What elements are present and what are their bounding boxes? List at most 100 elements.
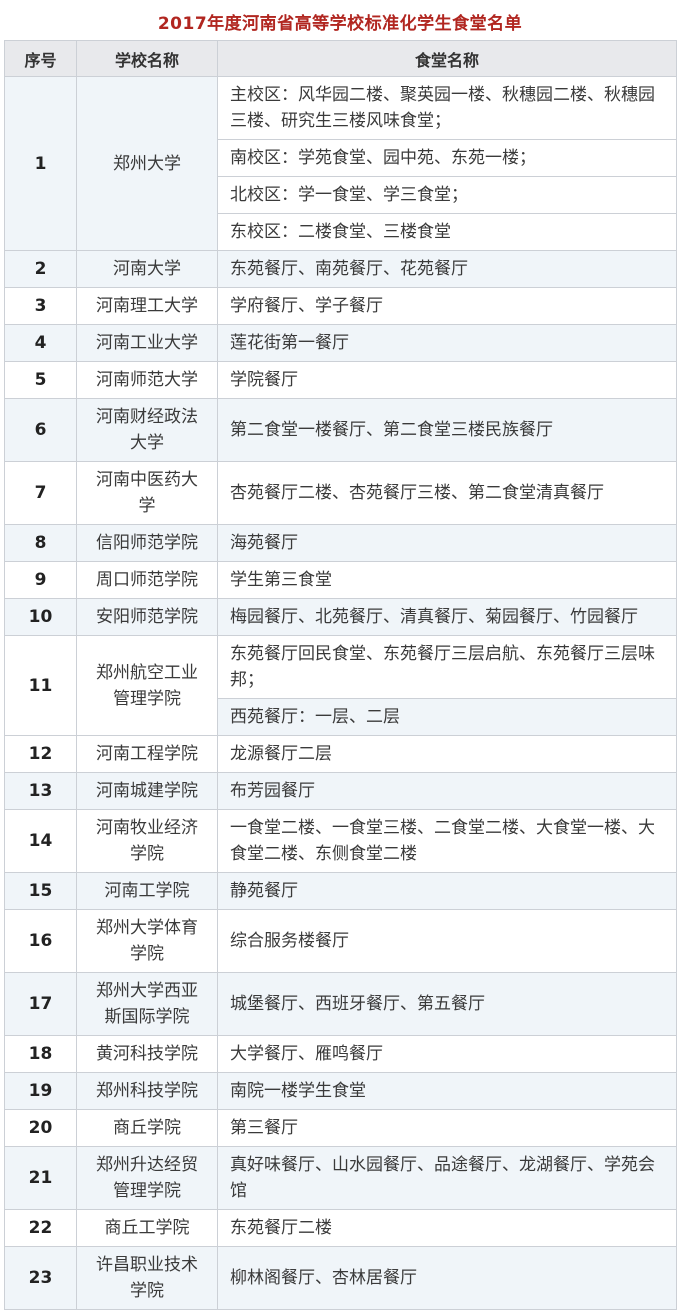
table-row: 16 郑州大学体育学院 综合服务楼餐厅 — [4, 909, 677, 973]
school-name-cell: 郑州大学 — [76, 76, 218, 251]
row-number-cell: 16 — [4, 909, 77, 973]
table-row: 14 河南牧业经济 学院 一食堂二楼、一食堂三楼、二食堂二楼、大食堂一楼、大食堂二楼… — [4, 809, 677, 873]
row-number-cell: 3 — [4, 287, 77, 325]
row-number-cell: 21 — [4, 1146, 77, 1210]
canteen-cell: 东苑餐厅回民食堂、东苑餐厅三层启航、东苑餐厅三层味邦； — [217, 635, 677, 699]
school-name-cell: 郑州科技学院 — [76, 1072, 218, 1110]
canteen-cell: 第二食堂一楼餐厅、第二食堂三楼民族餐厅 — [217, 398, 677, 462]
header-cell-number: 序号 — [4, 40, 77, 77]
canteen-cell: 莲花街第一餐厅 — [217, 324, 677, 362]
canteen-cell: 龙源餐厅二层 — [217, 735, 677, 773]
canteen-cell: 第三餐厅 — [217, 1109, 677, 1147]
row-number-cell: 7 — [4, 461, 77, 525]
row-number-cell: 6 — [4, 398, 77, 462]
canteen-cell: 北校区：学一食堂、学三食堂； — [217, 176, 677, 214]
table-row: 3 河南理工大学 学府餐厅、学子餐厅 — [4, 287, 677, 325]
row-number-cell: 22 — [4, 1209, 77, 1247]
table-row: 22 商丘工学院 东苑餐厅二楼 — [4, 1209, 677, 1247]
canteen-cell: 南校区：学苑食堂、园中苑、东苑一楼； — [217, 139, 677, 177]
table-row: 北校区：学一食堂、学三食堂； — [5, 176, 677, 214]
table-row: 18 黄河科技学院 大学餐厅、雁鸣餐厅 — [4, 1035, 677, 1073]
school-name-cell: 郑州升达经贸管理学院 — [76, 1146, 218, 1210]
table-row: 11 郑州航空工业管理学院 东苑餐厅回民食堂、东苑餐厅三层启航、东苑餐厅三层味邦； — [4, 635, 677, 736]
canteen-cell: 东苑餐厅二楼 — [217, 1209, 677, 1247]
table-row: 1 郑州大学 主校区：风华园二楼、聚英园一楼、秋穗园二楼、秋穗园三楼、研究生三楼风味… — [4, 76, 677, 251]
canteen-cell: 主校区：风华园二楼、聚英园一楼、秋穗园二楼、秋穗园三楼、研究生三楼风味食堂； — [217, 76, 677, 140]
canteen-cell: 学府餐厅、学子餐厅 — [217, 287, 677, 325]
row-number-cell: 12 — [4, 735, 77, 773]
row-number-cell: 2 — [4, 250, 77, 288]
table-row: 4 河南工业大学 莲花街第一餐厅 — [4, 324, 677, 362]
school-name-cell: 河南工程学院 — [76, 735, 218, 773]
school-name-cell: 河南中医药大学 — [76, 461, 218, 525]
table-row: 7 河南中医药大学 杏苑餐厅二楼、杏苑餐厅三楼、第二食堂清真餐厅 — [4, 461, 677, 525]
row-number-cell: 18 — [4, 1035, 77, 1073]
school-name-cell: 信阳师范学院 — [76, 524, 218, 562]
row-number-cell: 9 — [4, 561, 77, 599]
school-name-cell: 河南工学院 — [76, 872, 218, 910]
school-name-cell: 郑州航空工业管理学院 — [76, 635, 218, 736]
canteen-cell: 南院一楼学生食堂 — [217, 1072, 677, 1110]
school-name-cell: 河南牧业经济 学院 — [76, 809, 218, 873]
row-number-cell: 14 — [4, 809, 77, 873]
canteen-cell: 杏苑餐厅二楼、杏苑餐厅三楼、第二食堂清真餐厅 — [217, 461, 677, 525]
row-number-cell: 11 — [4, 635, 77, 736]
header-cell-school: 学校名称 — [76, 40, 218, 77]
table-row: 6 河南财经政法大学 第二食堂一楼餐厅、第二食堂三楼民族餐厅 — [4, 398, 677, 462]
school-name-cell: 安阳师范学院 — [76, 598, 218, 636]
school-name-cell: 黄河科技学院 — [76, 1035, 218, 1073]
row-number-cell: 19 — [4, 1072, 77, 1110]
school-name-cell: 商丘学院 — [76, 1109, 218, 1147]
canteen-cell: 城堡餐厅、西班牙餐厅、第五餐厅 — [217, 972, 677, 1036]
row-number-cell: 15 — [4, 872, 77, 910]
header-row: 序号 学校名称 食堂名称 — [4, 40, 677, 77]
school-name-cell: 许昌职业技术学院 — [76, 1246, 218, 1310]
table-row: 23 许昌职业技术学院 柳林阁餐厅、杏林居餐厅 — [4, 1246, 677, 1310]
table-row: 5 河南师范大学 学院餐厅 — [4, 361, 677, 399]
canteen-table: 序号 学校名称 食堂名称 1 郑州大学 主校区：风华园二楼、聚英园一楼、秋穗园二楼、… — [4, 40, 677, 1310]
row-number-cell: 23 — [4, 1246, 77, 1310]
row-number-cell: 1 — [4, 76, 77, 251]
school-name-cell: 郑州大学西亚斯国际学院 — [76, 972, 218, 1036]
table-header: 序号 学校名称 食堂名称 — [4, 40, 677, 77]
table-row: 21 郑州升达经贸管理学院 真好味餐厅、山水园餐厅、品途餐厅、龙湖餐厅、学苑会馆 — [4, 1146, 677, 1210]
table-row: 12 河南工程学院 龙源餐厅二层 — [4, 735, 677, 773]
table-row: 2 河南大学 东苑餐厅、南苑餐厅、花苑餐厅 — [4, 250, 677, 288]
school-name-cell: 郑州大学体育学院 — [76, 909, 218, 973]
canteen-cell: 一食堂二楼、一食堂三楼、二食堂二楼、大食堂一楼、大食堂二楼、东侧食堂二楼 — [217, 809, 677, 873]
canteen-table-body: 1 郑州大学 主校区：风华园二楼、聚英园一楼、秋穗园二楼、秋穗园三楼、研究生三楼风味… — [4, 76, 677, 1310]
table-row: 19 郑州科技学院 南院一楼学生食堂 — [4, 1072, 677, 1110]
school-name-cell: 周口师范学院 — [76, 561, 218, 599]
school-name-cell: 河南师范大学 — [76, 361, 218, 399]
canteen-cell: 学院餐厅 — [217, 361, 677, 399]
row-number-cell: 4 — [4, 324, 77, 362]
canteen-cell: 西苑餐厅：一层、二层 — [217, 698, 677, 736]
table-row: 10 安阳师范学院 梅园餐厅、北苑餐厅、清真餐厅、菊园餐厅、竹园餐厅 — [4, 598, 677, 636]
row-number-cell: 13 — [4, 772, 77, 810]
canteen-cell: 学生第三食堂 — [217, 561, 677, 599]
table-row: 17 郑州大学西亚斯国际学院 城堡餐厅、西班牙餐厅、第五餐厅 — [4, 972, 677, 1036]
school-name-cell: 河南理工大学 — [76, 287, 218, 325]
canteen-cell: 梅园餐厅、北苑餐厅、清真餐厅、菊园餐厅、竹园餐厅 — [217, 598, 677, 636]
canteen-cell: 静苑餐厅 — [217, 872, 677, 910]
table-row: 13 河南城建学院 布芳园餐厅 — [4, 772, 677, 810]
table-row: 西苑餐厅：一层、二层 — [5, 698, 677, 736]
school-name-cell: 河南财经政法大学 — [76, 398, 218, 462]
canteen-cell: 东苑餐厅、南苑餐厅、花苑餐厅 — [217, 250, 677, 288]
canteen-cell: 东校区：二楼食堂、三楼食堂 — [217, 213, 677, 251]
row-number-cell: 17 — [4, 972, 77, 1036]
canteen-cell: 布芳园餐厅 — [217, 772, 677, 810]
school-name-cell: 河南城建学院 — [76, 772, 218, 810]
school-name-cell: 河南工业大学 — [76, 324, 218, 362]
canteen-cell: 真好味餐厅、山水园餐厅、品途餐厅、龙湖餐厅、学苑会馆 — [217, 1146, 677, 1210]
table-row: 9 周口师范学院 学生第三食堂 — [4, 561, 677, 599]
row-number-cell: 20 — [4, 1109, 77, 1147]
header-cell-canteen: 食堂名称 — [217, 40, 677, 77]
row-number-cell: 10 — [4, 598, 77, 636]
canteen-cell: 大学餐厅、雁鸣餐厅 — [217, 1035, 677, 1073]
table-row: 8 信阳师范学院 海苑餐厅 — [4, 524, 677, 562]
canteen-cell: 综合服务楼餐厅 — [217, 909, 677, 973]
table-row: 20 商丘学院 第三餐厅 — [4, 1109, 677, 1147]
table-row: 15 河南工学院 静苑餐厅 — [4, 872, 677, 910]
